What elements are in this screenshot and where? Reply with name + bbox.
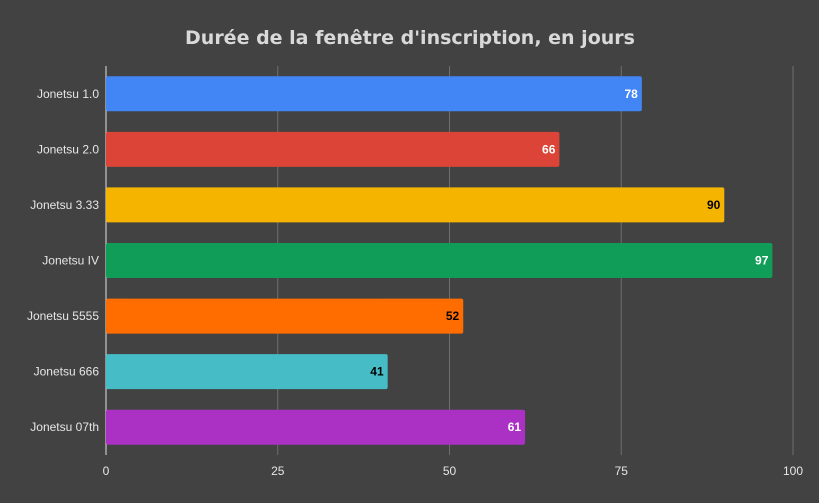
bar xyxy=(106,76,642,112)
bar xyxy=(106,131,560,167)
chart-title: Durée de la fenêtre d'inscription, en jo… xyxy=(185,27,635,49)
bar xyxy=(106,354,388,390)
value-label: 78 xyxy=(625,87,639,101)
bar xyxy=(106,409,526,445)
x-tick-label: 25 xyxy=(271,464,285,478)
value-labels: 78 66 90 97 52 41 61 xyxy=(370,87,768,434)
value-label: 97 xyxy=(755,254,769,268)
bars xyxy=(106,76,773,445)
bar xyxy=(106,243,773,278)
category-label: Jonetsu 3.33 xyxy=(30,198,99,212)
category-label: Jonetsu IV xyxy=(42,254,99,268)
bar xyxy=(106,187,725,223)
value-label: 61 xyxy=(508,420,522,434)
category-label: Jonetsu 07th xyxy=(30,420,99,434)
x-tick-label: 50 xyxy=(443,464,457,478)
x-tick-label: 75 xyxy=(615,464,629,478)
category-labels: Jonetsu 1.0 Jonetsu 2.0 Jonetsu 3.33 Jonets… xyxy=(27,87,99,434)
bar xyxy=(106,298,464,334)
x-tick-label: 100 xyxy=(783,464,803,478)
x-tick-label: 0 xyxy=(103,464,110,478)
category-label: Jonetsu 5555 xyxy=(27,309,99,323)
x-tick-labels: 0 25 50 75 100 xyxy=(103,464,804,478)
category-label: Jonetsu 1.0 xyxy=(37,87,99,101)
value-label: 52 xyxy=(446,309,460,323)
value-label: 90 xyxy=(707,198,721,212)
category-label: Jonetsu 2.0 xyxy=(37,142,99,156)
category-label: Jonetsu 666 xyxy=(34,365,100,379)
value-label: 66 xyxy=(542,142,556,156)
value-label: 41 xyxy=(370,365,384,379)
